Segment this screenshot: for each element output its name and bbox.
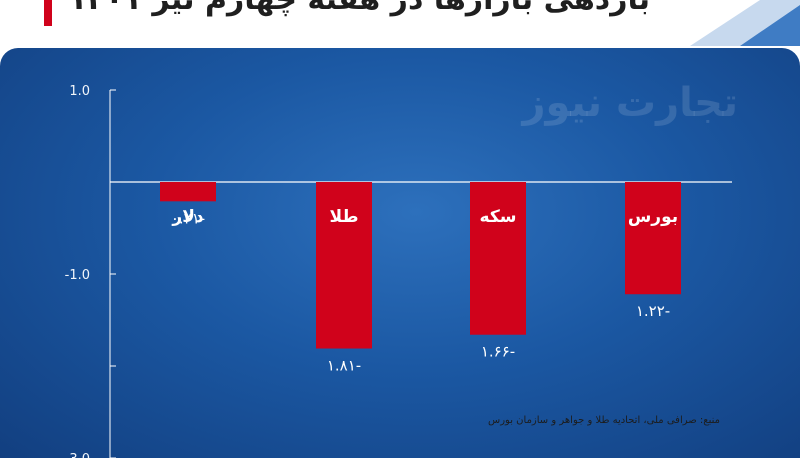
value-label: -۱.۶۶ <box>481 343 515 361</box>
y-tick-label: 1.0 <box>69 84 90 99</box>
bar-chart: 1.0 -1.0 -3.0 دلار-۰.۲۱ طلا -۱.۸۱ سکه -۱.۶۶ بورس… <box>65 84 732 458</box>
value-label: -۱.۸۱ <box>327 357 361 375</box>
value-label: -۰.۲۱ <box>171 209 205 227</box>
bar-1 <box>160 182 216 202</box>
header: بازدهی بازارها در هفته چهارم تیر ۱۴۰۱ <box>0 0 800 46</box>
category-label: سکه <box>480 207 517 227</box>
watermark-logo: تجارت نیوز <box>522 80 738 126</box>
source-note: منبع: صرافی ملی، اتحادیه طلا و جواهر و س… <box>488 415 720 426</box>
y-tick-label: -1.0 <box>65 268 90 283</box>
y-tick-label: -3.0 <box>65 452 90 458</box>
bar-2 <box>316 182 372 349</box>
category-label: بورس <box>628 207 678 227</box>
bar-3 <box>470 182 526 335</box>
category-label: طلا <box>330 207 359 227</box>
category-label: دلار <box>171 207 203 227</box>
corner-decoration <box>690 0 800 46</box>
value-label: -۱.۲۲ <box>636 302 670 320</box>
bar-4 <box>625 182 681 295</box>
chart-title: بازدهی بازارها در هفته چهارم تیر ۱۴۰۱ <box>50 0 650 17</box>
accent-bar <box>44 0 52 26</box>
